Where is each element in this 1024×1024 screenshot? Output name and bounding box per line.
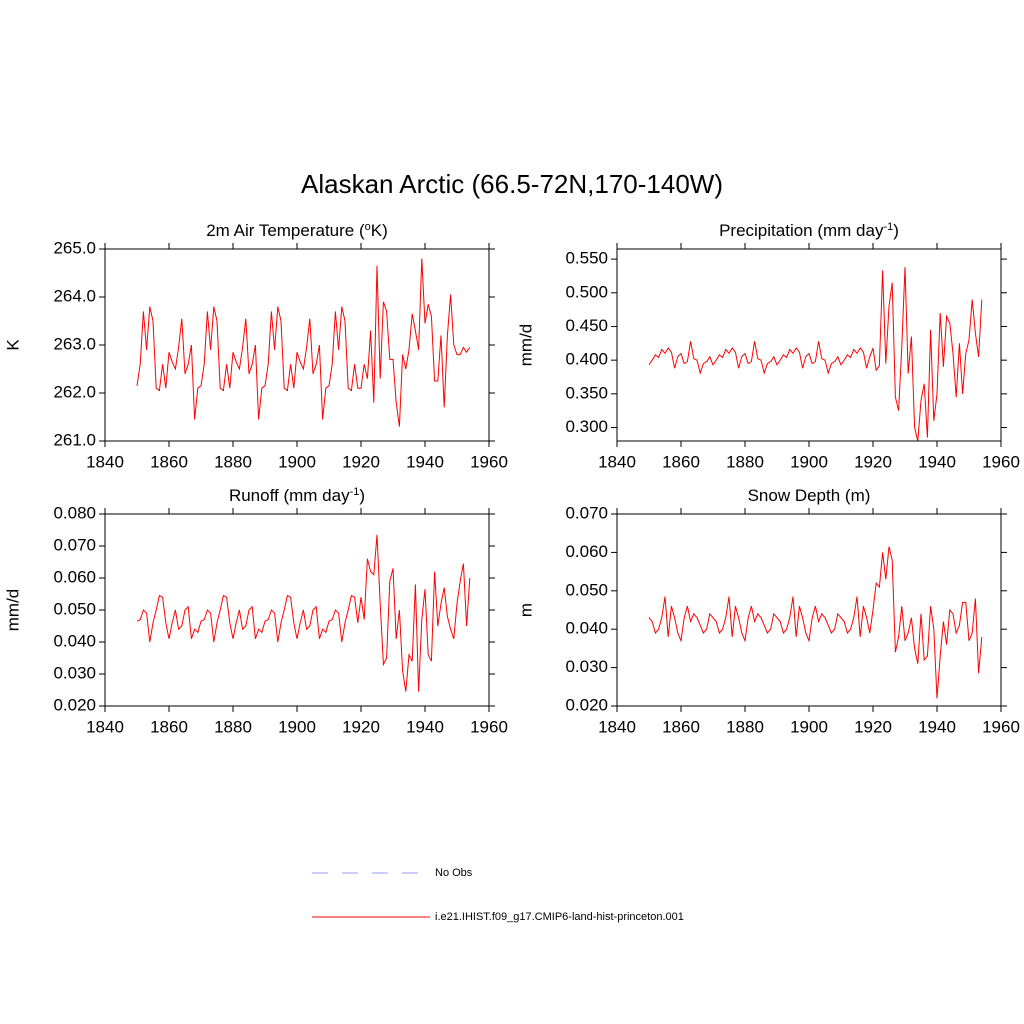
y-tick-label: 0.070 xyxy=(53,535,96,554)
chart-title: Precipitation (mm day-1) xyxy=(719,221,899,240)
x-tick-label: 1940 xyxy=(406,452,444,471)
x-tick-label: 1900 xyxy=(790,452,828,471)
y-tick-label: 0.050 xyxy=(565,580,608,599)
x-tick-label: 1880 xyxy=(214,717,252,736)
x-tick-label: 1960 xyxy=(470,452,508,471)
legend-label: i.e21.IHIST.f09_g17.CMIP6-land-hist-prin… xyxy=(435,911,684,923)
y-tick-label: 0.050 xyxy=(53,599,96,618)
title-text: ) xyxy=(359,486,365,505)
y-tick-label: 261.0 xyxy=(53,430,96,449)
chart-title: Runoff (mm day-1) xyxy=(229,486,365,505)
x-tick-label: 1960 xyxy=(982,717,1020,736)
x-tick-label: 1880 xyxy=(214,452,252,471)
y-tick-label: 0.020 xyxy=(565,695,608,714)
title-text: Runoff (mm day xyxy=(229,486,350,505)
title-text: Snow Depth (m) xyxy=(748,486,871,505)
x-tick-label: 1840 xyxy=(86,452,124,471)
y-tick-label: 0.350 xyxy=(565,383,608,402)
y-tick-label: 0.550 xyxy=(565,249,608,268)
x-tick-label: 1960 xyxy=(470,717,508,736)
x-tick-label: 1840 xyxy=(86,717,124,736)
y-tick-label: 0.300 xyxy=(565,417,608,436)
y-tick-label: 0.450 xyxy=(565,316,608,335)
title-text: 2m Air Temperature ( xyxy=(206,221,365,240)
x-tick-label: 1900 xyxy=(278,717,316,736)
y-axis-label: m xyxy=(516,603,535,617)
x-tick-label: 1860 xyxy=(662,452,700,471)
x-tick-label: 1940 xyxy=(918,717,956,736)
title-superscript: -1 xyxy=(883,221,893,233)
chart-title: 2m Air Temperature (oK) xyxy=(206,221,388,240)
title-superscript: o xyxy=(365,221,371,233)
data-line xyxy=(648,267,983,442)
y-tick-label: 0.080 xyxy=(53,503,96,522)
y-tick-label: 0.070 xyxy=(565,503,608,522)
y-tick-label: 0.030 xyxy=(565,657,608,676)
legend-label: No Obs xyxy=(435,867,473,879)
y-tick-label: 0.060 xyxy=(565,542,608,561)
x-tick-label: 1860 xyxy=(150,717,188,736)
x-tick-label: 1840 xyxy=(598,717,636,736)
title-text: ) xyxy=(893,221,899,240)
x-tick-label: 1880 xyxy=(726,452,764,471)
x-tick-label: 1920 xyxy=(342,717,380,736)
x-tick-label: 1920 xyxy=(854,717,892,736)
y-tick-label: 0.020 xyxy=(53,695,96,714)
x-tick-label: 1960 xyxy=(982,452,1020,471)
data-line xyxy=(648,546,983,699)
title-text: K) xyxy=(371,221,388,240)
chart-title: Snow Depth (m) xyxy=(748,486,871,505)
data-line xyxy=(136,258,471,427)
x-tick-label: 1900 xyxy=(278,452,316,471)
y-tick-label: 263.0 xyxy=(53,334,96,353)
x-tick-label: 1920 xyxy=(854,452,892,471)
y-tick-label: 0.400 xyxy=(565,350,608,369)
y-tick-label: 0.040 xyxy=(53,631,96,650)
y-axis-label: mm/d xyxy=(3,589,22,632)
y-axis-label: mm/d xyxy=(516,324,535,367)
x-tick-label: 1920 xyxy=(342,452,380,471)
y-tick-label: 0.040 xyxy=(565,619,608,638)
y-tick-label: 262.0 xyxy=(53,382,96,401)
x-tick-label: 1940 xyxy=(406,717,444,736)
x-tick-label: 1940 xyxy=(918,452,956,471)
x-tick-label: 1880 xyxy=(726,717,764,736)
data-line xyxy=(136,534,471,692)
y-tick-label: 265.0 xyxy=(53,238,96,257)
y-tick-label: 0.500 xyxy=(565,282,608,301)
x-tick-label: 1860 xyxy=(150,452,188,471)
y-tick-label: 264.0 xyxy=(53,286,96,305)
x-tick-label: 1840 xyxy=(598,452,636,471)
y-tick-label: 0.030 xyxy=(53,663,96,682)
y-tick-label: 0.060 xyxy=(53,567,96,586)
y-axis-label: K xyxy=(3,339,22,351)
title-text: Precipitation (mm day xyxy=(719,221,884,240)
title-superscript: -1 xyxy=(350,486,360,498)
figure-title: Alaskan Arctic (66.5-72N,170-140W) xyxy=(301,169,723,199)
x-tick-label: 1900 xyxy=(790,717,828,736)
x-tick-label: 1860 xyxy=(662,717,700,736)
